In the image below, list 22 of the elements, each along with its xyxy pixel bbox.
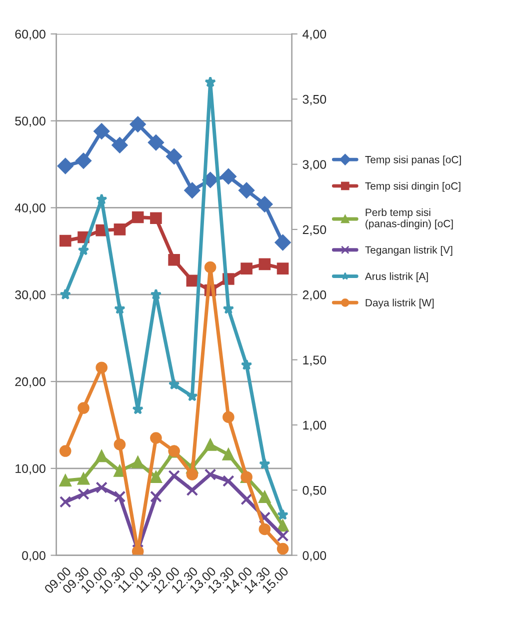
y2-tick-label: 0,50: [302, 486, 326, 496]
y-tick-label: 30,00: [15, 290, 46, 301]
y-tick-label: 40,00: [14, 204, 46, 214]
legend-label: Arus listrik [A]: [364, 272, 428, 282]
legend-label: Temp sisi panas [oC]: [365, 156, 461, 166]
y2-tick-label: 3,00: [302, 160, 326, 170]
y-tick-label: 10,00: [16, 464, 46, 475]
legend-label: Tegangan listrik [V]: [365, 246, 452, 256]
y-tick-label: 20,00: [15, 377, 46, 388]
y-tick-label: 60,00: [15, 30, 46, 40]
y2-tick-label: 1,00: [303, 420, 326, 432]
y2-tick-label: 4,00: [302, 30, 326, 40]
y2-tick-label: 2,00: [302, 290, 326, 301]
y2-tick-label: 1,50: [303, 356, 326, 366]
legend-label: Daya listrik [W]: [366, 298, 434, 308]
y-tick-label: 50,00: [15, 116, 46, 127]
y2-tick-label: 0,00: [302, 551, 326, 562]
legend-label: Perb temp sisi (panas-dingin) [oC]: [366, 208, 453, 230]
y-tick-label: 0,00: [22, 551, 46, 562]
y2-tick-label: 3,50: [302, 94, 326, 106]
legend-label: Temp sisi dingin [oC]: [365, 182, 460, 192]
y2-tick-label: 2,50: [302, 225, 326, 236]
